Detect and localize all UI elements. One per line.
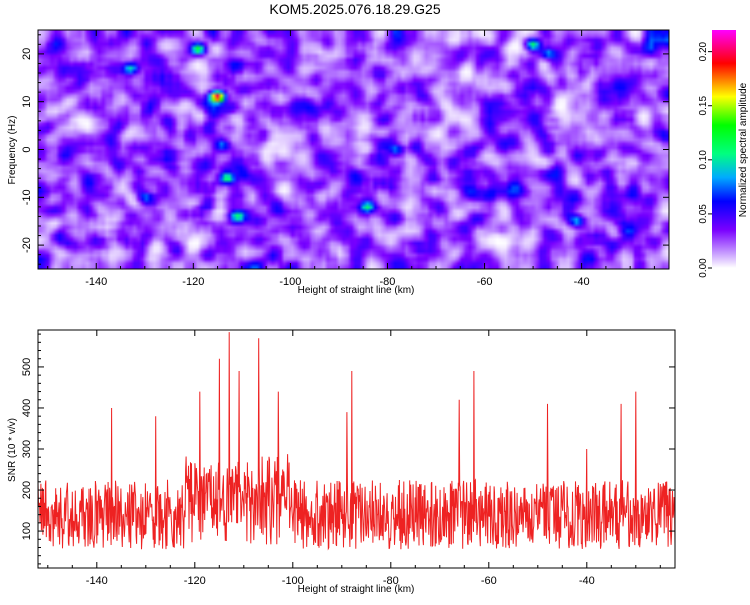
heatmap-x-tick-label: -100 xyxy=(279,276,301,288)
snr-y-tick-label: 100 xyxy=(21,522,33,540)
snr-x-tick-label: -140 xyxy=(86,575,108,587)
colorbar-tick-label: 0.05 xyxy=(698,204,709,224)
snr-series-line xyxy=(38,332,675,551)
snr-y-tick-label: 200 xyxy=(21,481,33,499)
snr-x-tick-label: -100 xyxy=(282,575,304,587)
heatmap-x-tick-label: -140 xyxy=(85,276,107,288)
colorbar-gradient xyxy=(712,30,736,268)
colorbar-label: Normalized spectral amplitude xyxy=(738,82,749,217)
snr-panel: -140 -120 -100 -80 -60 -40 100 200 300 400 500 Hei… xyxy=(7,329,676,595)
snr-y-axis-label: SNR (10 * v/v) xyxy=(7,418,18,482)
heatmap-x-tick-label: -80 xyxy=(380,276,396,288)
snr-y-tick-label: 500 xyxy=(21,358,33,376)
heatmap-y-tick-label: 20 xyxy=(21,48,33,60)
snr-x-tick-label: -40 xyxy=(579,575,595,587)
heatmap-y-tick-label: -20 xyxy=(21,237,33,253)
colorbar-tick-label: 0.15 xyxy=(698,96,709,116)
heatmap-x-tick-label: -40 xyxy=(574,276,590,288)
heatmap-x-tick-label: -120 xyxy=(182,276,204,288)
snr-x-tick-label: -80 xyxy=(383,575,399,587)
spectrogram-image xyxy=(38,30,669,269)
colorbar-ticks: 0.00 0.05 0.10 0.15 0.20 xyxy=(698,41,712,278)
chart-title: KOM5.2025.076.18.29.G25 xyxy=(269,1,440,17)
heatmap-y-axis-label: Frequency (Hz) xyxy=(7,116,18,185)
heatmap-y-tick-label: -10 xyxy=(21,189,33,205)
heatmap-x-tick-label: -60 xyxy=(477,276,493,288)
heatmap-y-tick-label: 10 xyxy=(21,96,33,108)
snr-x-axis-label: Height of straight line (km) xyxy=(298,584,415,595)
heatmap-x-axis-label: Height of straight line (km) xyxy=(298,285,415,296)
colorbar-tick-label: 0.10 xyxy=(698,150,709,170)
colorbar-tick-label: 0.00 xyxy=(698,258,709,278)
snr-x-tick-label: -120 xyxy=(184,575,206,587)
colorbar: 0.00 0.05 0.10 0.15 0.20 Normalized spectral… xyxy=(698,30,749,278)
heatmap-y-tick-label: 0 xyxy=(21,146,33,152)
snr-x-tick-label: -60 xyxy=(481,575,497,587)
snr-plot-background xyxy=(38,330,675,568)
snr-ticks: -140 -120 -100 -80 -60 -40 100 200 300 400 500 xyxy=(21,330,675,587)
colorbar-tick-label: 0.20 xyxy=(698,41,709,61)
snr-y-tick-label: 400 xyxy=(21,399,33,417)
snr-y-tick-label: 300 xyxy=(21,440,33,458)
